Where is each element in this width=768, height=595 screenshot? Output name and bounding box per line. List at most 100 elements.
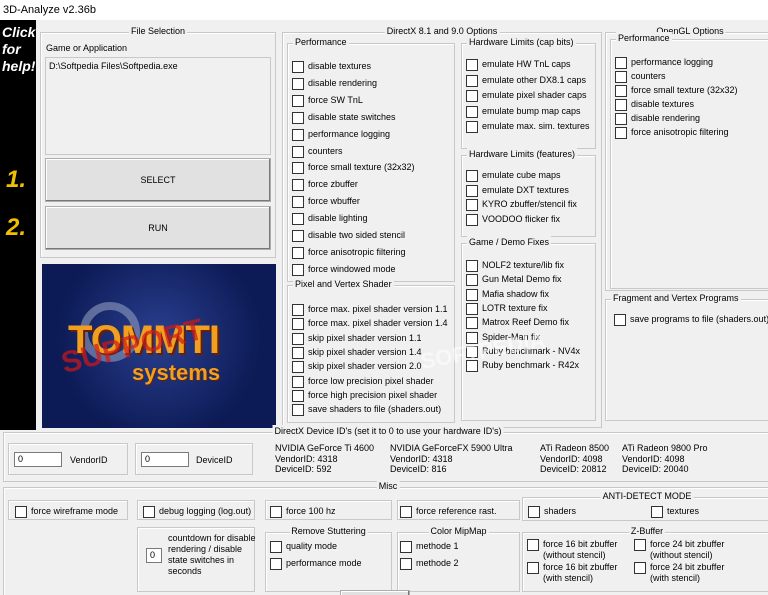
checkbox-label[interactable]: textures [667,506,700,516]
help-bar[interactable] [0,20,36,430]
checkbox-label[interactable]: force 100 hz [286,506,336,516]
device-input[interactable]: 0 [141,452,189,467]
checkbox-label[interactable]: emulate pixel shader caps [482,90,587,100]
checkbox-label[interactable]: disable two sided stencil [308,230,406,240]
checkbox[interactable] [270,541,282,553]
checkbox-label[interactable]: save shaders to file (shaders.out) [308,404,442,415]
checkbox[interactable] [292,246,304,259]
checkbox-label[interactable]: disable rendering [631,113,701,123]
checkbox-label[interactable]: Ruby benchmark - NV4x [482,345,581,356]
checkbox-label[interactable]: emulate bump map caps [482,105,581,116]
checkbox[interactable] [614,314,626,326]
checkbox-label[interactable]: VOODOO flicker fix [482,213,561,224]
checkbox[interactable] [466,90,478,102]
checkbox-label[interactable]: disable rendering [308,77,378,88]
checkbox-label[interactable]: LOTR texture fix [482,302,548,313]
help-text[interactable]: Click for help! [2,24,36,74]
checkbox-label[interactable]: counters [308,145,343,156]
checkbox-label[interactable]: force max. pixel shader version 1.4 [308,318,448,329]
checkbox-label[interactable]: force 16 bit zbuffer (without stencil) [543,539,618,560]
checkbox[interactable] [527,562,539,574]
checkbox[interactable] [615,85,627,97]
checkbox-label[interactable]: methode 2 [416,558,459,568]
card-name[interactable]: NVIDIA GeForce Ti 4600 [275,443,375,453]
checkbox-label[interactable]: force windowed mode [308,263,396,274]
checkbox-label[interactable]: emulate max. sim. textures [482,121,590,131]
checkbox[interactable] [292,94,304,107]
select-button[interactable]: SELECT [45,158,271,202]
card-name[interactable]: ATi Radeon 8500 [540,443,610,453]
checkbox-label[interactable]: force SW TnL [308,94,363,105]
checkbox[interactable] [466,213,478,226]
checkbox[interactable] [466,360,478,373]
checkbox[interactable] [292,346,304,359]
checkbox[interactable] [615,127,627,139]
checkbox-label[interactable]: emulate other DX8.1 caps [482,74,587,85]
checkbox[interactable] [615,113,627,125]
checkbox-label[interactable]: force 16 bit zbuffer (with stencil) [543,562,618,583]
checkbox[interactable] [292,179,304,192]
checkbox-label[interactable]: force anisotropic filtering [631,127,729,137]
checkbox[interactable] [466,184,478,197]
checkbox[interactable] [270,506,282,518]
checkbox[interactable] [15,506,27,518]
checkbox-label[interactable]: force 24 bit zbuffer (without stencil) [650,539,725,560]
checkbox-label[interactable]: Matrox Reef Demo fix [482,317,570,328]
checkbox-label[interactable]: quality mode [286,541,338,551]
checkbox-label[interactable]: performance mode [286,558,362,568]
checkbox-label[interactable]: force low precision pixel shader [308,375,434,386]
checkbox-label[interactable]: force max. pixel shader version 1.1 [308,304,448,314]
checkbox[interactable] [466,274,478,287]
checkbox-label[interactable]: skip pixel shader version 1.4 [308,346,422,357]
checkbox[interactable] [634,562,646,574]
checkbox[interactable] [292,389,304,402]
checkbox[interactable] [292,332,304,345]
checkbox[interactable] [466,121,478,133]
checkbox[interactable] [400,541,412,553]
checkbox[interactable] [466,331,478,344]
checkbox[interactable] [292,128,304,141]
checkbox[interactable] [615,99,627,111]
checkbox[interactable] [615,57,627,69]
checkbox[interactable] [292,404,304,417]
checkbox-label[interactable]: Mafia shadow fix [482,288,550,299]
checkbox[interactable] [292,304,304,316]
checkbox-label[interactable]: skip pixel shader version 1.1 [308,332,422,343]
checkbox-label[interactable]: disable textures [308,61,372,71]
checkbox[interactable] [400,558,412,570]
checkbox-label[interactable]: NOLF2 texture/lib fix [482,260,565,270]
checkbox-label[interactable]: performance logging [631,57,714,67]
checkbox[interactable] [528,506,540,518]
checkbox[interactable] [292,162,304,175]
checkbox[interactable] [292,145,304,158]
checkbox-label[interactable]: force high precision pixel shader [308,389,438,400]
checkbox[interactable] [292,318,304,331]
checkbox-label[interactable]: performance logging [308,128,391,139]
checkbox-label[interactable]: methode 1 [416,541,459,551]
checkbox[interactable] [466,260,478,272]
checkbox[interactable] [466,59,478,71]
checkbox[interactable] [615,71,627,83]
checkbox-label[interactable]: force wbuffer [308,196,360,207]
vendor-input[interactable]: 0 [14,452,62,467]
checkbox[interactable] [651,506,663,518]
bottom-button[interactable] [340,590,410,595]
checkbox[interactable] [466,74,478,87]
checkbox-label[interactable]: Gun Metal Demo fix [482,274,562,285]
checkbox-label[interactable]: force zbuffer [308,179,358,190]
checkbox-label[interactable]: force small texture (32x32) [308,162,415,173]
checkbox-label[interactable]: shaders [544,506,577,516]
card-name[interactable]: ATi Radeon 9800 Pro [622,443,708,453]
checkbox-label[interactable]: emulate HW TnL caps [482,59,571,69]
checkbox[interactable] [292,213,304,226]
checkbox[interactable] [466,105,478,118]
checkbox-label[interactable]: force reference rast. [416,506,497,516]
checkbox-label[interactable]: debug logging (log.out) [159,506,252,516]
checkbox-label[interactable]: force small texture (32x32) [631,85,738,95]
checkbox[interactable] [292,375,304,388]
checkbox-label[interactable]: disable lighting [308,213,368,224]
checkbox-label[interactable]: disable textures [631,99,695,109]
checkbox-label[interactable]: skip pixel shader version 2.0 [308,361,422,372]
checkbox[interactable] [466,317,478,330]
countdown-input[interactable]: 0 [146,548,162,563]
